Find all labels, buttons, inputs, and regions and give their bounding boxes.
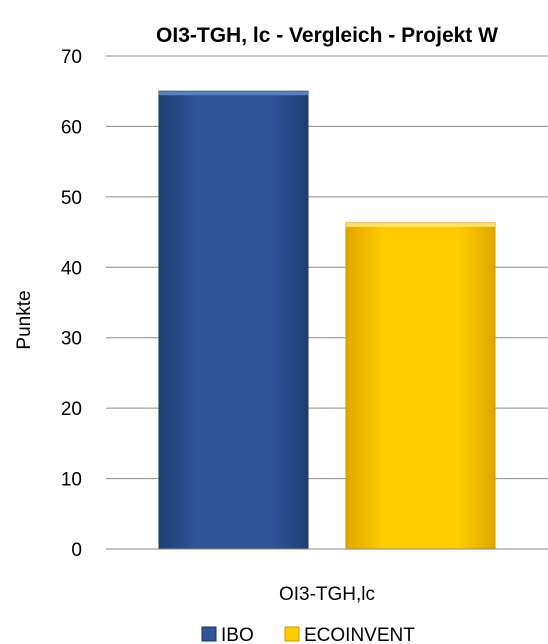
legend-swatch bbox=[201, 626, 217, 642]
bar-ecoinvent bbox=[345, 222, 496, 550]
bar-cap bbox=[346, 222, 495, 227]
y-tick-label: 0 bbox=[71, 540, 82, 561]
y-tick-label: 20 bbox=[61, 399, 82, 420]
bar-ibo bbox=[158, 90, 309, 550]
legend-item-ecoinvent: ECOINVENT bbox=[284, 625, 415, 644]
legend-label: IBO bbox=[221, 625, 254, 644]
x-category-label: OI3-TGH,lc bbox=[279, 584, 375, 605]
y-axis-ticks: 0 10 20 30 40 50 60 70 bbox=[61, 47, 82, 561]
y-axis-label: Punkte bbox=[14, 290, 35, 349]
y-tick-label: 10 bbox=[61, 470, 82, 491]
bar-body bbox=[158, 90, 309, 550]
legend-item-ibo: IBO bbox=[201, 625, 254, 644]
bars bbox=[158, 90, 496, 550]
y-tick-label: 60 bbox=[61, 117, 82, 138]
y-tick-label: 30 bbox=[61, 329, 82, 350]
legend-swatch bbox=[284, 626, 300, 642]
y-tick-label: 50 bbox=[61, 188, 82, 209]
y-tick-label: 70 bbox=[61, 47, 82, 68]
legend-label: ECOINVENT bbox=[304, 625, 415, 644]
chart-title: OI3-TGH, lc - Vergleich - Projekt W bbox=[156, 24, 498, 47]
legend: IBO ECOINVENT bbox=[201, 625, 415, 644]
bar-cap bbox=[159, 91, 308, 96]
y-tick-label: 40 bbox=[61, 258, 82, 279]
bar-body bbox=[345, 222, 496, 550]
